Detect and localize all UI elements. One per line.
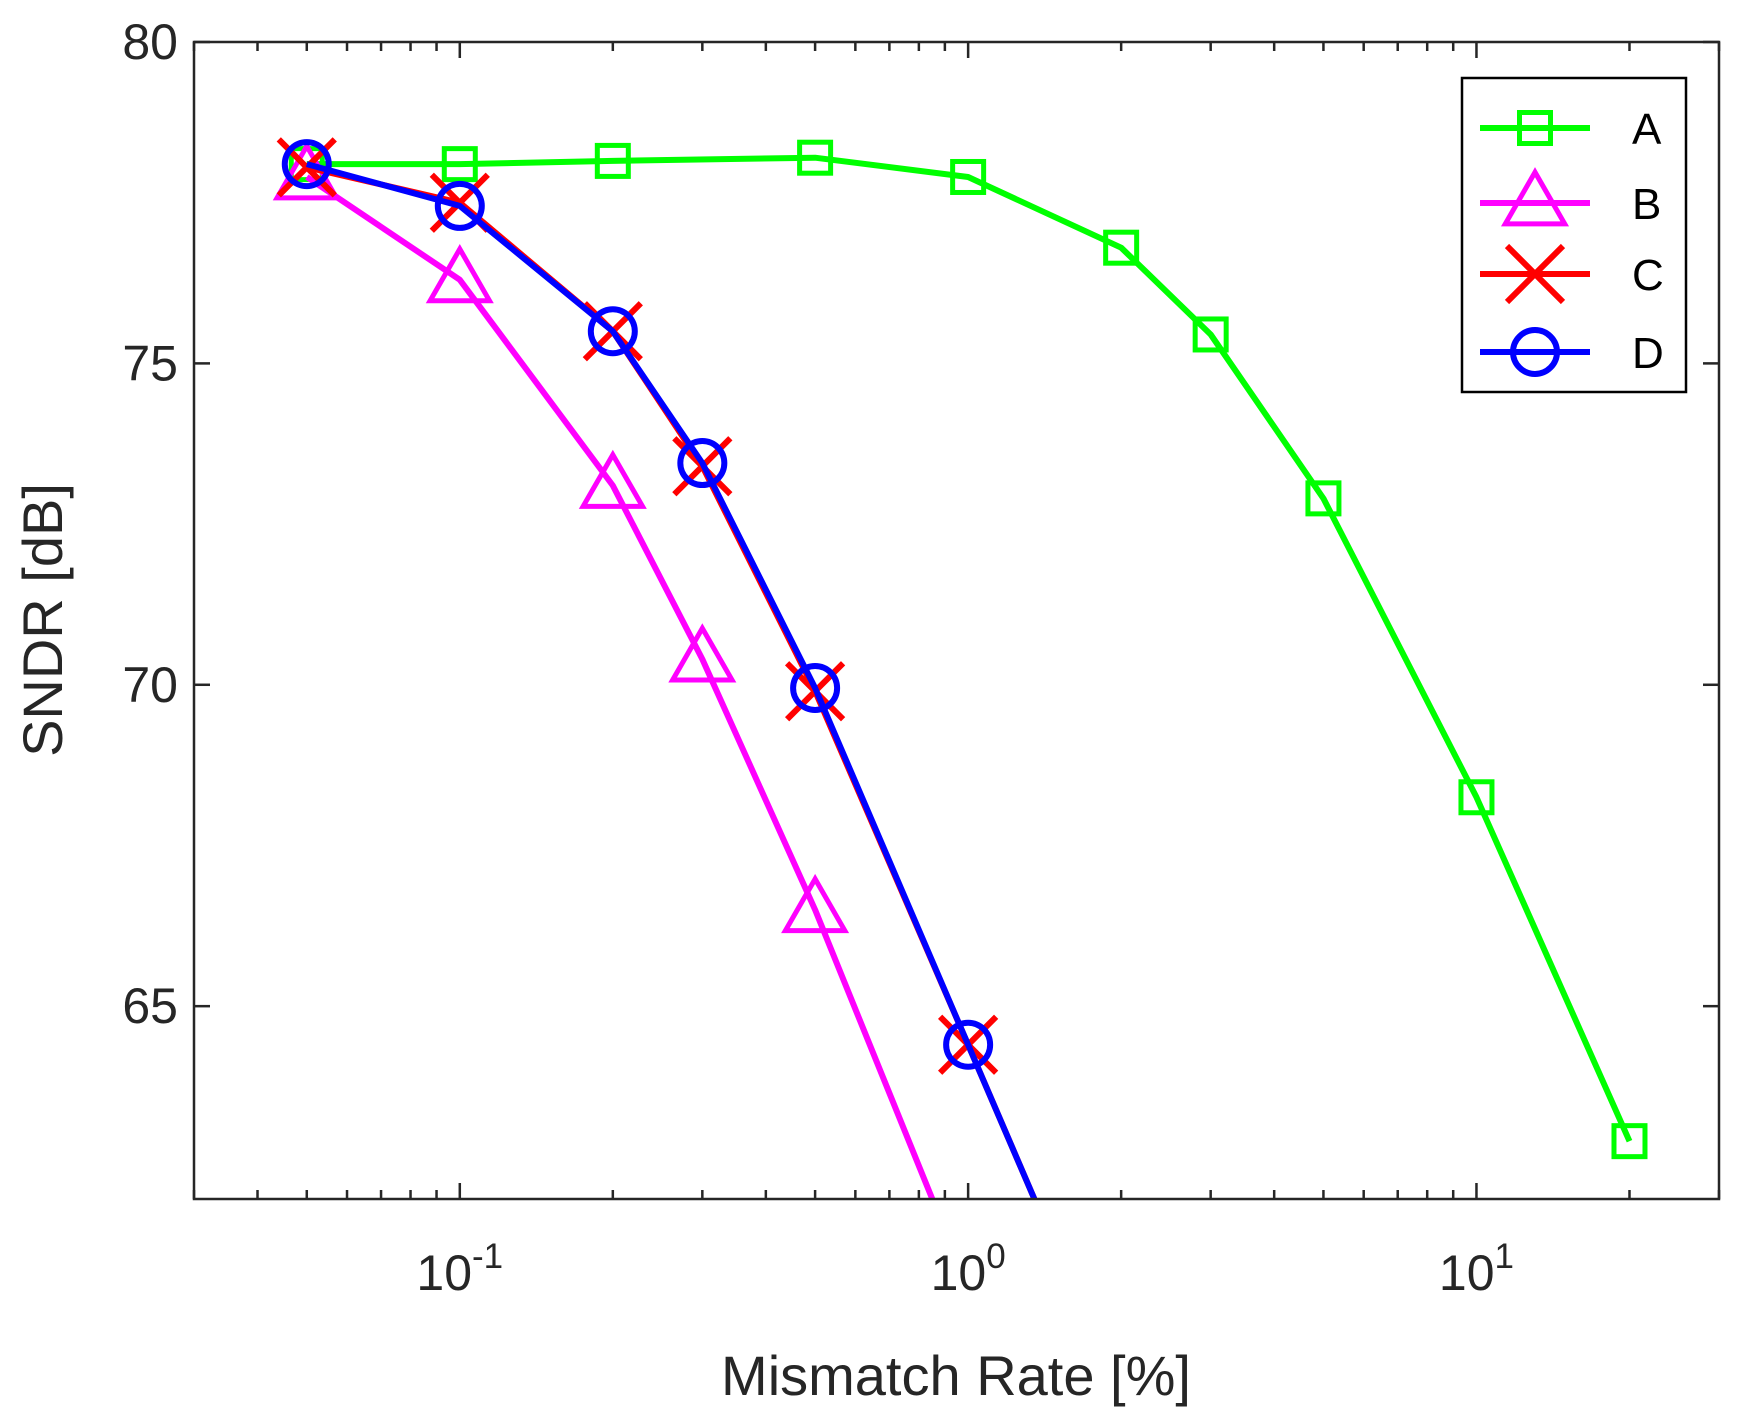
legend-marker-d — [1510, 327, 1560, 377]
series-layer — [272, 137, 1648, 1199]
series-b-point — [578, 449, 647, 509]
series-b-point — [668, 623, 737, 683]
x-tick-label: 100 — [931, 1237, 1006, 1301]
axes-box — [192, 40, 1721, 1201]
x-axis-title: Mismatch Rate [%] — [721, 1344, 1191, 1407]
series-d-point — [434, 180, 485, 231]
series-b-line — [305, 174, 936, 1199]
y-axis-title: SNDR [dB] — [11, 483, 74, 757]
series-d-point — [943, 1019, 994, 1070]
series-d-point — [587, 306, 638, 357]
series-a-point — [594, 142, 631, 179]
legend-label-c: C — [1632, 251, 1664, 300]
y-tick-label: 65 — [122, 978, 178, 1034]
series-a-point — [1458, 779, 1495, 816]
legend-entry-b: B — [1480, 167, 1661, 229]
y-tick-label: 75 — [122, 335, 178, 391]
legend-label-b: B — [1632, 180, 1661, 229]
y-tick-label: 80 — [122, 14, 178, 70]
series-b-point — [425, 244, 494, 304]
legend-marker-b — [1500, 167, 1570, 227]
series-a-point — [441, 146, 478, 183]
legend-marker-c — [1504, 243, 1566, 305]
series-a-point — [1103, 229, 1140, 266]
series-a-point — [950, 158, 987, 195]
series-d-point — [790, 662, 841, 713]
legend-entry-a: A — [1480, 105, 1662, 154]
series-d-line — [306, 161, 1038, 1199]
series-a-point — [1611, 1123, 1648, 1160]
legend-label-d: D — [1632, 329, 1664, 378]
series-b — [272, 141, 936, 1199]
legend-label-a: A — [1632, 105, 1662, 154]
x-tick-label: 101 — [1439, 1237, 1514, 1301]
series-a-line — [306, 154, 1633, 1143]
series-a-point — [1192, 316, 1229, 353]
series-b-point — [781, 873, 850, 934]
series-d-point — [677, 438, 728, 489]
x-tick-label: 10-1 — [416, 1237, 503, 1301]
axes-layer: 65 70 75 80 10-1 100 101 — [122, 14, 1721, 1301]
legend-entry-d: D — [1480, 327, 1664, 378]
series-d — [281, 139, 1038, 1199]
series-a-point — [1305, 480, 1342, 517]
y-tick-label: 70 — [122, 657, 178, 713]
legend-marker-a — [1517, 110, 1553, 146]
series-a-point — [797, 139, 834, 176]
series-d-point — [281, 139, 332, 190]
legend-entry-c: C — [1480, 243, 1664, 305]
